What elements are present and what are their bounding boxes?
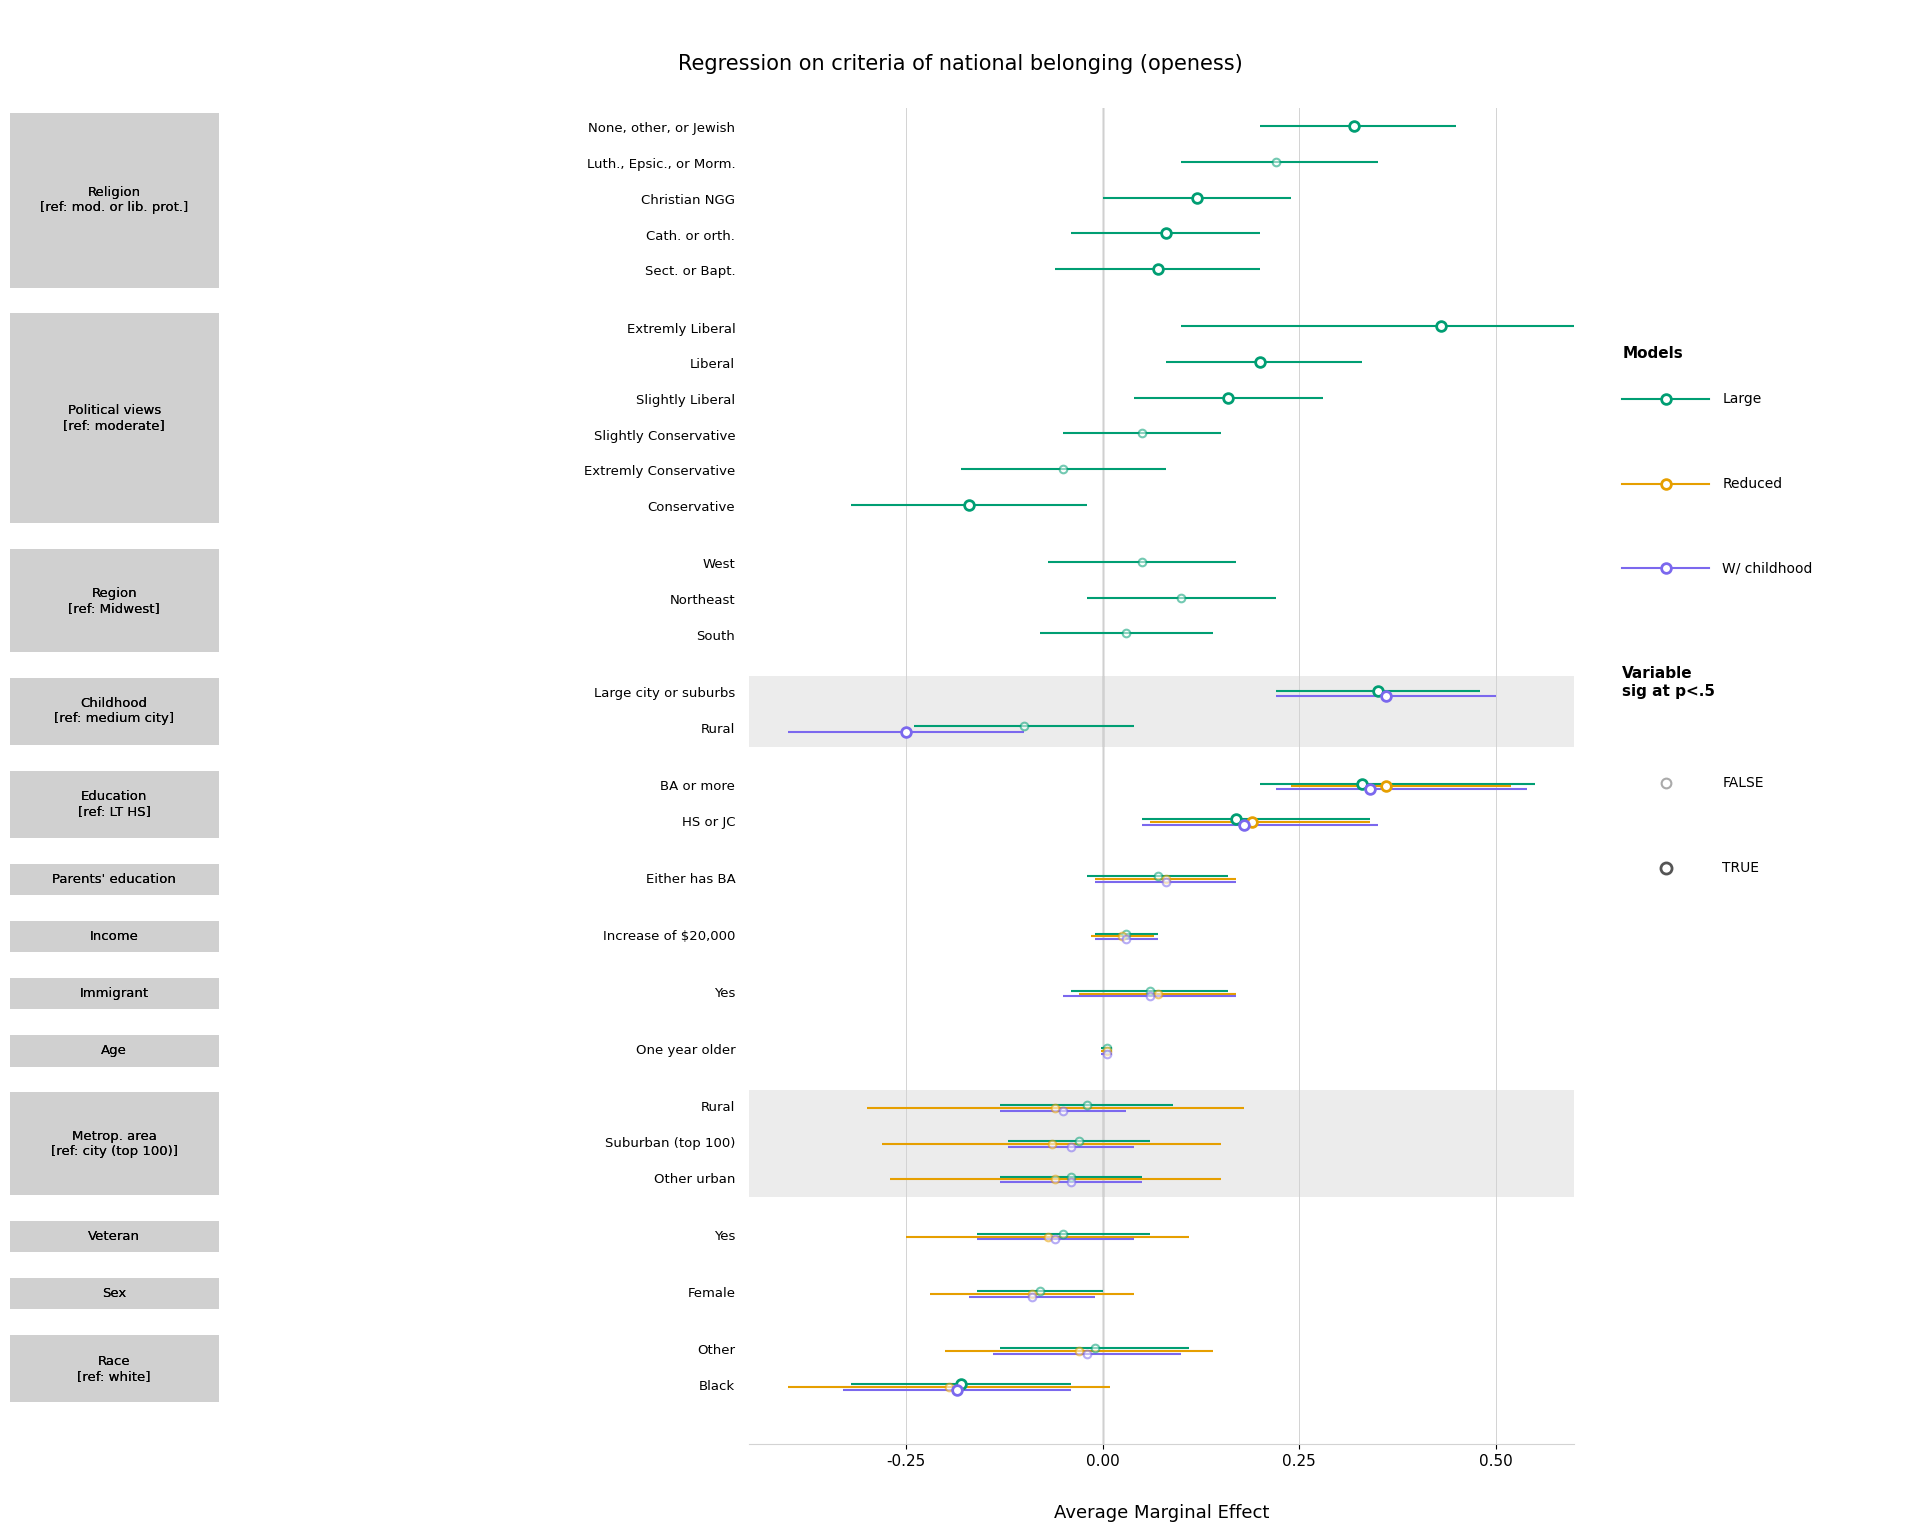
Text: FALSE: FALSE — [1722, 776, 1764, 791]
Text: Income: Income — [90, 929, 138, 943]
Text: Sex: Sex — [102, 1287, 127, 1301]
Text: Age: Age — [102, 1044, 127, 1057]
Bar — [749, 1091, 1574, 1197]
Bar — [10, 863, 219, 895]
Text: None, other, or Jewish: None, other, or Jewish — [588, 123, 735, 135]
Text: Slightly Liberal: Slightly Liberal — [636, 395, 735, 407]
Text: Other: Other — [697, 1344, 735, 1358]
Bar — [10, 677, 219, 745]
Text: Parents' education: Parents' education — [52, 872, 177, 886]
Text: Childhood
[ref: medium city]: Childhood [ref: medium city] — [54, 697, 175, 725]
Text: Northeast: Northeast — [670, 594, 735, 607]
Bar — [10, 550, 219, 653]
Text: Slightly Conservative: Slightly Conservative — [593, 430, 735, 442]
Text: Metrop. area
[ref: city (top 100)]: Metrop. area [ref: city (top 100)] — [50, 1129, 179, 1158]
Text: Race
[ref: white]: Race [ref: white] — [77, 1355, 152, 1382]
Bar — [10, 1092, 219, 1195]
Bar — [10, 771, 219, 837]
Text: TRUE: TRUE — [1722, 860, 1759, 876]
Bar — [10, 114, 219, 287]
Bar — [10, 313, 219, 524]
Text: Large: Large — [1722, 392, 1761, 407]
Text: Rural: Rural — [701, 1101, 735, 1115]
Text: Black: Black — [699, 1381, 735, 1393]
Text: Sect. or Bapt.: Sect. or Bapt. — [645, 266, 735, 278]
Bar — [749, 676, 1574, 746]
Text: BA or more: BA or more — [660, 780, 735, 793]
Bar — [10, 677, 219, 745]
Text: Veteran: Veteran — [88, 1230, 140, 1243]
Text: Yes: Yes — [714, 1230, 735, 1243]
Text: Religion
[ref: mod. or lib. prot.]: Religion [ref: mod. or lib. prot.] — [40, 186, 188, 215]
Text: Large city or suburbs: Large city or suburbs — [593, 687, 735, 700]
Text: West: West — [703, 559, 735, 571]
Bar — [10, 313, 219, 524]
Text: Either has BA: Either has BA — [645, 872, 735, 886]
Bar — [10, 1278, 219, 1310]
Bar — [10, 1221, 219, 1252]
Text: South: South — [697, 630, 735, 644]
Bar — [10, 550, 219, 653]
Text: Parents' education: Parents' education — [52, 872, 177, 886]
Text: Education
[ref: LT HS]: Education [ref: LT HS] — [79, 790, 150, 819]
Text: One year older: One year older — [636, 1044, 735, 1057]
Bar — [10, 1335, 219, 1402]
Text: Immigrant: Immigrant — [79, 988, 150, 1000]
Bar — [10, 114, 219, 287]
Text: Age: Age — [102, 1044, 127, 1057]
Text: Reduced: Reduced — [1722, 476, 1782, 492]
Bar — [10, 978, 219, 1009]
Text: Christian NGG: Christian NGG — [641, 194, 735, 207]
Text: Variable
sig at p<.5: Variable sig at p<.5 — [1622, 667, 1715, 699]
Text: Suburban (top 100): Suburban (top 100) — [605, 1137, 735, 1150]
Bar — [10, 920, 219, 952]
Text: Metrop. area
[ref: city (top 100)]: Metrop. area [ref: city (top 100)] — [50, 1129, 179, 1158]
Text: Female: Female — [687, 1287, 735, 1301]
Text: Political views
[ref: moderate]: Political views [ref: moderate] — [63, 404, 165, 432]
Text: Cath. or orth.: Cath. or orth. — [647, 230, 735, 243]
Text: Extremly Conservative: Extremly Conservative — [584, 465, 735, 479]
Text: Rural: Rural — [701, 723, 735, 736]
Text: Education
[ref: LT HS]: Education [ref: LT HS] — [79, 790, 150, 819]
Text: Religion
[ref: mod. or lib. prot.]: Religion [ref: mod. or lib. prot.] — [40, 186, 188, 215]
Bar — [10, 863, 219, 895]
Text: HS or JC: HS or JC — [682, 816, 735, 828]
Text: Regression on criteria of national belonging (openess): Regression on criteria of national belon… — [678, 54, 1242, 74]
X-axis label: Average Marginal Effect: Average Marginal Effect — [1054, 1504, 1269, 1522]
Text: Yes: Yes — [714, 988, 735, 1000]
Text: Income: Income — [90, 929, 138, 943]
Bar — [10, 920, 219, 952]
Text: Increase of $20,000: Increase of $20,000 — [603, 929, 735, 943]
Text: Liberal: Liberal — [689, 358, 735, 372]
Bar — [10, 1092, 219, 1195]
Text: Region
[ref: Midwest]: Region [ref: Midwest] — [69, 587, 159, 614]
Text: Luth., Epsic., or Morm.: Luth., Epsic., or Morm. — [588, 158, 735, 170]
Text: Childhood
[ref: medium city]: Childhood [ref: medium city] — [54, 697, 175, 725]
Text: Political views
[ref: moderate]: Political views [ref: moderate] — [63, 404, 165, 432]
Text: Region
[ref: Midwest]: Region [ref: Midwest] — [69, 587, 159, 614]
Bar — [10, 771, 219, 837]
Text: W/ childhood: W/ childhood — [1722, 561, 1812, 576]
Bar — [10, 978, 219, 1009]
Text: Race
[ref: white]: Race [ref: white] — [77, 1355, 152, 1382]
Text: Veteran: Veteran — [88, 1230, 140, 1243]
Text: Models: Models — [1622, 346, 1684, 361]
Text: Immigrant: Immigrant — [79, 988, 150, 1000]
Bar — [10, 1035, 219, 1066]
Bar — [10, 1221, 219, 1252]
Text: Sex: Sex — [102, 1287, 127, 1301]
Text: Conservative: Conservative — [647, 501, 735, 515]
Text: Other urban: Other urban — [655, 1174, 735, 1186]
Text: Extremly Liberal: Extremly Liberal — [626, 323, 735, 335]
Bar — [10, 1335, 219, 1402]
Bar — [10, 1278, 219, 1310]
Bar — [10, 1035, 219, 1066]
